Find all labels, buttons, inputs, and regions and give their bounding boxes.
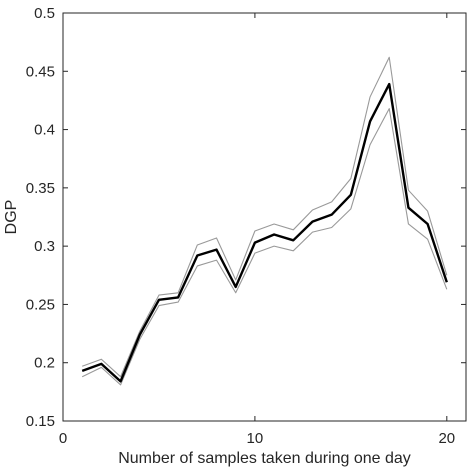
y-tick-label: 0.25	[26, 296, 55, 313]
y-axis-label: DGP	[3, 200, 20, 235]
series-layer	[81, 56, 448, 386]
y-tick-label: 0.4	[34, 122, 55, 139]
y-tick-label: 0.2	[34, 355, 55, 372]
x-axis-label: Number of samples taken during one day	[118, 450, 411, 467]
y-tick-label: 0.5	[34, 5, 55, 22]
plot-frame	[62, 12, 467, 422]
series-line-main	[81, 82, 448, 383]
series-line-lower	[81, 108, 448, 386]
y-tick-label: 0.45	[26, 63, 55, 80]
y-tick-label: 0.15	[26, 413, 55, 430]
x-tick-label: 0	[59, 430, 67, 447]
y-tick-label: 0.3	[34, 238, 55, 255]
x-tick-label: 10	[247, 430, 264, 447]
series-line-upper	[82, 56, 448, 378]
y-tick-label: 0.35	[26, 180, 55, 197]
x-tick-label: 20	[438, 430, 455, 447]
ticks-layer: 0 10 20 0.15 0.2 0.25 0.3 0.35 0.4 0.45 0.5	[26, 5, 466, 447]
